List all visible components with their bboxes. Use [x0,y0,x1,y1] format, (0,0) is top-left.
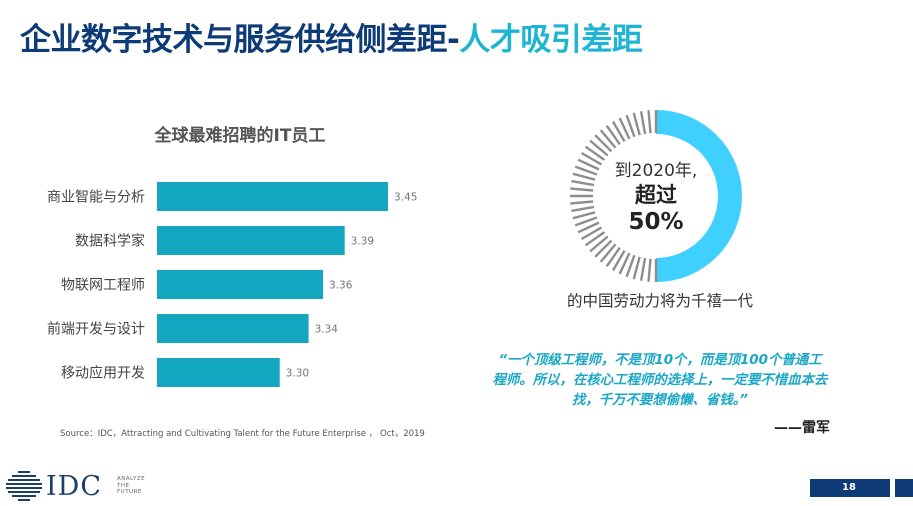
donut-tick [594,239,613,258]
donut-tick [571,205,595,213]
quote-author: ——雷军 [774,420,830,436]
donut-tick [632,112,641,136]
bar [157,270,324,299]
donut-tick [572,211,596,220]
donut-tick [611,249,626,272]
chart-title: 全球最难招聘的IT员工 [154,126,326,146]
donut-tick [625,114,636,138]
tagline-line: ANALYZE [117,476,146,482]
donut-tick [647,110,652,134]
bar [157,226,345,255]
bar [157,182,388,211]
page-bar-end [895,479,913,497]
page-number-bar [810,479,890,497]
donut-tick [639,257,647,281]
category-label: 商业智能与分析 [47,190,145,206]
donut-line2: 超过 [635,183,677,207]
bar [157,358,280,387]
donut-tick [580,151,603,166]
title-accent: 人才吸引差距 [459,22,643,58]
donut-percent: 50% [628,209,684,235]
donut-tick [599,129,617,149]
tagline-line: FUTURE [117,489,142,495]
donut-tick [647,258,652,282]
donut-tick [570,187,594,192]
donut-tick [618,117,631,140]
donut-tick [571,179,595,187]
donut-filled-segment [656,110,742,282]
idc-logo-icon [6,471,42,501]
donut-tick [599,243,617,263]
donut-tick [570,200,594,205]
donut-tick [625,254,636,278]
donut-tick [605,246,621,268]
donut-tick [574,165,598,176]
donut-tick [639,111,647,135]
donut-tick [589,235,609,253]
logo-name: IDC [46,471,102,502]
donut-line1: 到2020年, [614,161,698,181]
value-label: 3.45 [394,192,417,204]
value-label: 3.30 [286,368,309,380]
slide-title: 企业数字技术与服务供给侧差距-人才吸引差距 [20,14,643,59]
donut-tick [589,139,609,157]
donut-tick [572,172,596,181]
donut-tick [605,124,621,146]
page-number: 18 [842,482,856,493]
donut-tick [577,158,600,171]
bar-chart: 商业智能与分析 3.45 数据科学家 3.39 物联网工程师 3.36 前端开发与设计 3.3… [47,182,417,387]
donut-tick [611,120,626,143]
donut-caption: 的中国劳动力将为千禧一代 [566,292,753,310]
bar [157,314,309,343]
donut-tick [577,221,600,234]
quote-text: “一个顶级工程师，不是顶10个，而是顶100个普通工程师。所以，在核心工程师的选… [492,353,828,408]
donut-chart [570,110,742,282]
category-label: 移动应用开发 [61,365,145,382]
donut-tick [594,134,613,153]
value-label: 3.36 [329,280,353,292]
category-label: 物联网工程师 [61,278,145,294]
title-main: 企业数字技术与服务供给侧差距- [20,22,460,58]
donut-tick [584,231,606,247]
donut-tick [580,226,603,241]
donut-tick [632,256,641,280]
source-note: Source：IDC，Attracting and Cultivating Ta… [60,429,425,439]
category-label: 数据科学家 [75,233,145,250]
tagline-line: THE [117,482,130,489]
value-label: 3.39 [351,236,374,248]
category-label: 前端开发与设计 [47,321,145,338]
donut-tick [574,216,598,227]
donut-center-text: 到2020年, 超过 50% [596,160,716,236]
donut-tick [584,145,606,161]
donut-tick [618,252,631,275]
value-label: 3.34 [315,324,339,336]
logo-tagline: ANALYZE THE FUTURE [117,476,145,496]
